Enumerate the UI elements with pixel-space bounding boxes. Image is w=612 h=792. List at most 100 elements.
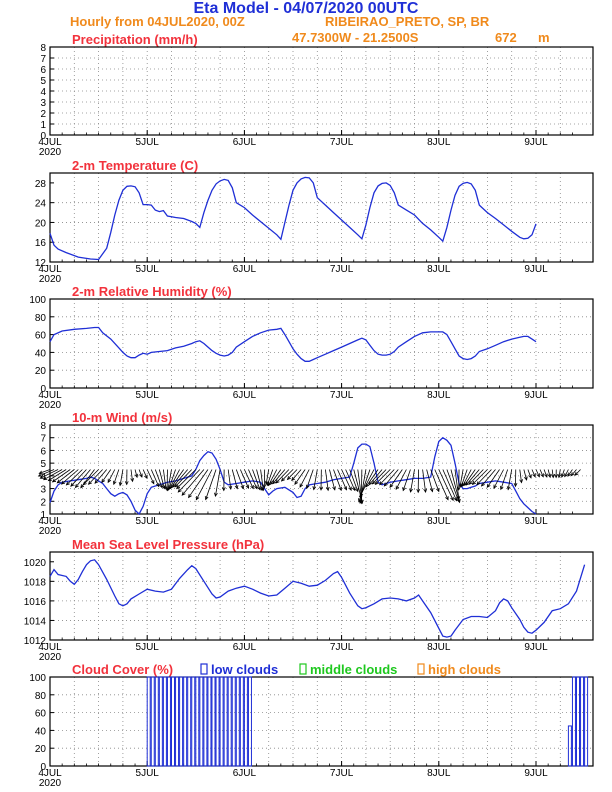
wind-arrow-shaft xyxy=(486,469,500,488)
header-coords: 47.7300W - 21.2500S xyxy=(292,30,419,45)
wind-arrow-head xyxy=(177,488,182,493)
wind-arrow-head xyxy=(465,481,470,486)
cloud-ytick-label: 80 xyxy=(35,691,47,702)
cloud-bar-low xyxy=(567,725,572,767)
wind-arrow-head xyxy=(51,478,57,483)
header-station: RIBEIRAO_PRETO, SP, BR xyxy=(325,14,490,29)
wind-arrow-head xyxy=(338,486,342,492)
legend-label-low: low clouds xyxy=(211,662,278,677)
cloud-xtick-label: 9JUL xyxy=(524,768,548,779)
legend-label-high: high clouds xyxy=(428,662,501,677)
wind-xtick-label: 4JUL xyxy=(38,516,62,527)
wind-arrow-head xyxy=(493,484,497,489)
precip-ytick-label: 5 xyxy=(40,76,46,87)
wind-arrow-shaft xyxy=(215,469,221,497)
wind-arrow-shaft xyxy=(365,469,379,487)
wind-title: 10-m Wind (m/s) xyxy=(72,410,172,425)
rh-xtick-label: 4JUL xyxy=(38,390,62,401)
wind-arrow-head xyxy=(144,474,148,480)
wind-ytick-label: 3 xyxy=(40,485,46,496)
mslp-year-label: 2020 xyxy=(39,652,62,663)
wind-ytick-label: 5 xyxy=(40,459,46,470)
wind-arrow-head xyxy=(499,485,504,491)
cloud-bar-low xyxy=(195,676,200,767)
wind-arrow-head xyxy=(436,487,440,493)
rh-xtick-label: 8JUL xyxy=(427,390,451,401)
wind-arrow-shaft xyxy=(188,469,209,498)
wind-arrow-shaft xyxy=(256,469,263,491)
precip-ytick-label: 3 xyxy=(40,98,46,109)
cloud-xtick-label: 5JUL xyxy=(136,768,160,779)
mslp-xtick-label: 4JUL xyxy=(38,642,62,653)
wind-arrow-shaft xyxy=(535,469,540,477)
wind-arrow-head xyxy=(368,481,373,486)
cloud-bar-low xyxy=(247,676,252,767)
cloud-bar-low xyxy=(203,676,208,767)
wind-arrow-head xyxy=(74,483,79,489)
temp-frame xyxy=(49,172,594,263)
wind-arrow-shaft xyxy=(170,469,184,489)
mslp-series-line xyxy=(49,559,586,638)
header-title: Eta Model - 04/07/2020 00UTC xyxy=(194,0,419,17)
wind-arrow-head xyxy=(379,481,384,486)
wind-arrow-head xyxy=(254,485,258,490)
cloud-bar-low xyxy=(179,676,184,767)
wind-arrow-shaft xyxy=(446,469,460,502)
wind-arrow-shaft xyxy=(150,469,160,487)
cloud-bar-low xyxy=(571,676,576,767)
wind-arrow-head xyxy=(80,484,85,489)
temp-panel: 2-m Temperature (C) 12 16 20 24 28 4JUL 5JUL 6JU… xyxy=(35,158,594,285)
cloud-xtick-label: 8JUL xyxy=(427,768,451,779)
rh-ytick-label: 0 xyxy=(40,384,46,395)
wind-arrow-head xyxy=(450,496,454,502)
precip-xtick-label: 5JUL xyxy=(136,137,160,148)
wind-arrow-shaft xyxy=(38,469,55,477)
wind-arrow-shaft xyxy=(462,469,472,487)
wind-arrow-shaft xyxy=(460,469,468,487)
wind-arrow-head xyxy=(471,480,476,485)
wind-arrow-head xyxy=(261,486,265,492)
wind-arrow-head xyxy=(204,496,209,501)
legend-swatch-low xyxy=(200,663,208,675)
wind-ytick-label: 8 xyxy=(40,421,46,432)
wind-arrow-shaft xyxy=(345,469,356,491)
wind-ytick-label: 6 xyxy=(40,446,46,457)
precip-frame xyxy=(49,46,594,136)
wind-arrow-shaft xyxy=(481,469,496,487)
wind-arrow-head xyxy=(65,481,70,486)
cloud-ytick-label: 0 xyxy=(40,762,46,773)
mslp-xtick-label: 5JUL xyxy=(136,642,160,653)
wind-arrow-shaft xyxy=(52,469,71,483)
precip-xtick-label: 9JUL xyxy=(524,137,548,148)
rh-ytick-label: 20 xyxy=(35,366,47,377)
wind-arrow-shaft xyxy=(543,469,548,478)
wind-arrow-shaft xyxy=(231,469,238,489)
wind-arrow-head xyxy=(574,471,579,476)
wind-arrow-shaft xyxy=(130,469,133,482)
wind-arrow-shaft xyxy=(493,469,504,489)
temp-ytick-label: 16 xyxy=(35,238,47,249)
wind-arrow-shaft xyxy=(527,469,532,479)
cloud-year-label: 2020 xyxy=(39,778,62,789)
temp-xtick-label: 4JUL xyxy=(38,264,62,275)
wind-arrow-shaft xyxy=(372,469,387,485)
wind-arrow-head xyxy=(564,473,568,478)
wind-arrow-shaft xyxy=(360,469,363,504)
wind-arrow-shaft xyxy=(389,469,403,488)
wind-arrow-shaft xyxy=(465,469,480,486)
wind-arrow-head xyxy=(280,477,285,482)
cloud-ytick-label: 100 xyxy=(29,673,46,684)
wind-arrow-shaft xyxy=(291,469,302,481)
cloud-bar-low xyxy=(227,676,232,767)
wind-arrow-head xyxy=(445,496,449,501)
wind-arrow-shaft xyxy=(138,469,143,478)
wind-ytick-label: 2 xyxy=(40,497,46,508)
wind-arrow-head xyxy=(37,473,43,477)
wind-arrow-head xyxy=(240,485,245,490)
wind-arrow-shaft xyxy=(558,469,561,478)
wind-arrow-shaft xyxy=(519,469,522,483)
wind-arrow-shaft xyxy=(551,469,554,478)
wind-arrow-head xyxy=(524,476,528,481)
cloud-ytick-label: 20 xyxy=(35,744,47,755)
